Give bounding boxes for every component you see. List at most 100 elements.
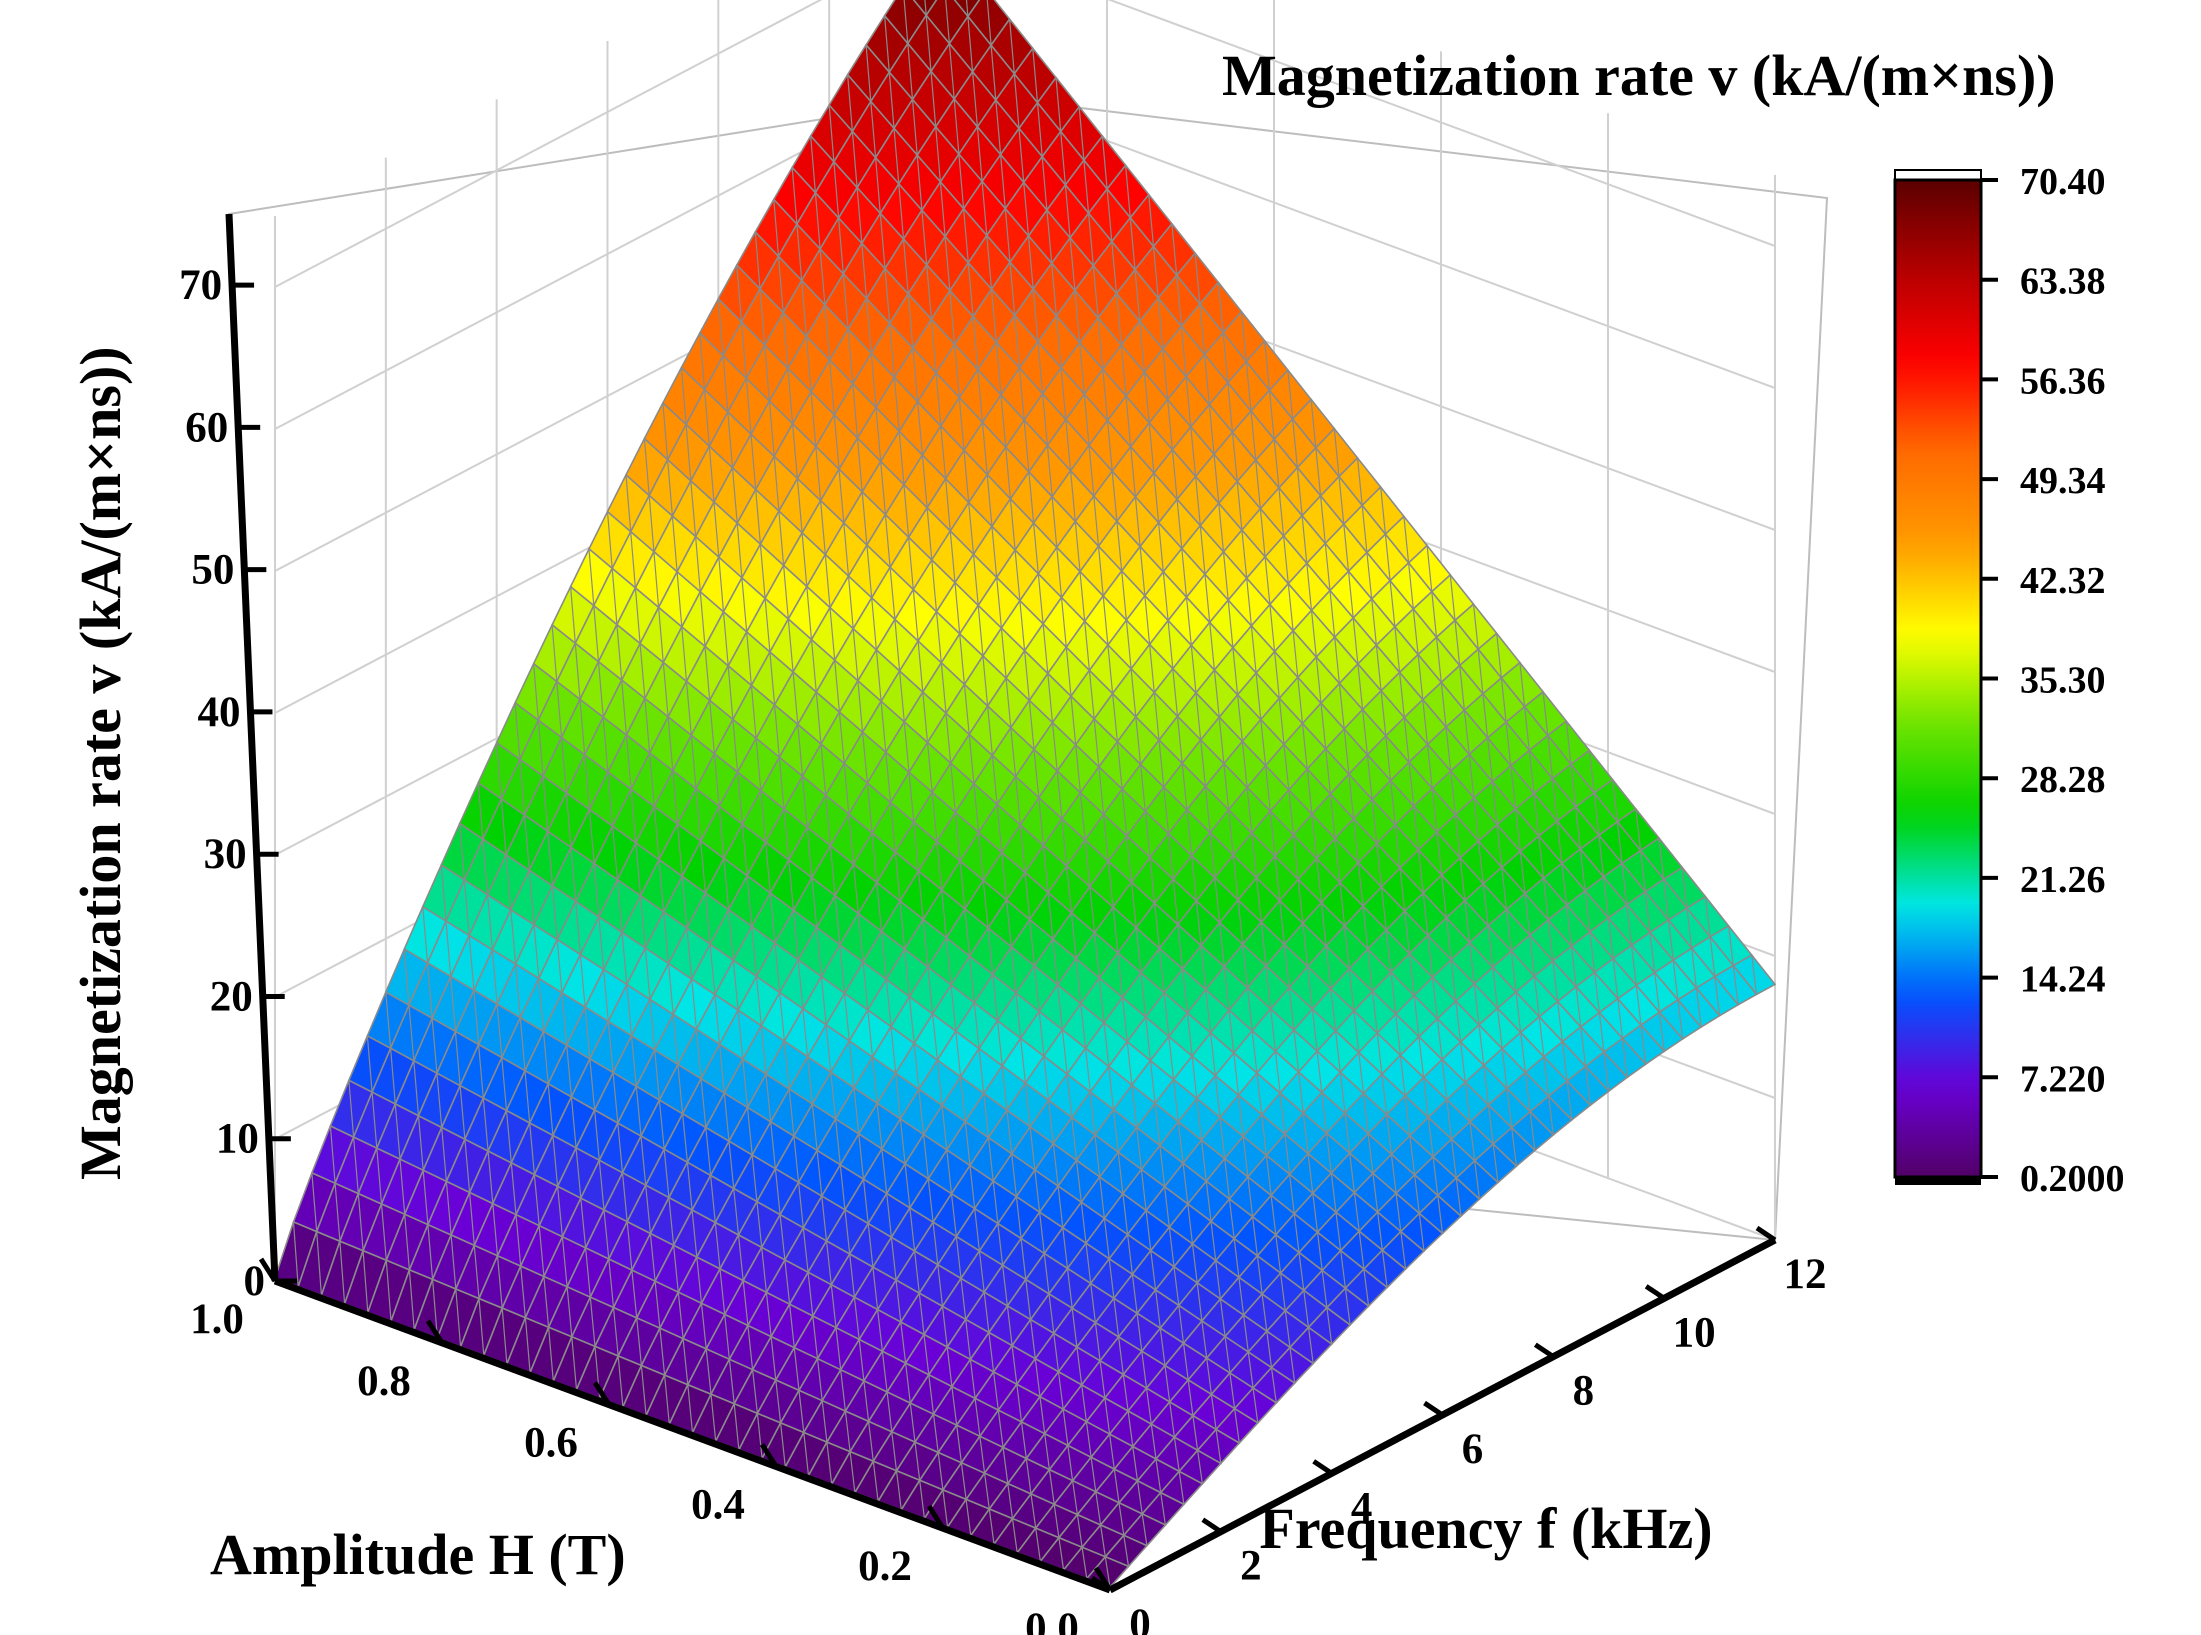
surface-cell-diagonal xyxy=(746,631,752,686)
surface-cell-diagonal xyxy=(1024,650,1030,701)
surface-cell-diagonal xyxy=(1108,1258,1115,1299)
surface-cell-diagonal xyxy=(1371,991,1378,1034)
surface-cell-diagonal xyxy=(1051,263,1057,316)
surface-cell-diagonal xyxy=(953,98,960,155)
surface-cell-diagonal xyxy=(1256,1072,1263,1115)
surface-cell-diagonal xyxy=(987,705,993,756)
surface-cell-diagonal xyxy=(909,1207,916,1252)
surface-cell-diagonal xyxy=(643,438,650,496)
surface-cell-diagonal xyxy=(1130,882,1137,928)
surface-cell-diagonal xyxy=(1115,293,1122,346)
surface-cell-diagonal xyxy=(1204,354,1210,405)
surface-cell-diagonal xyxy=(1468,754,1475,798)
surface-cell-diagonal xyxy=(1176,499,1183,549)
surface-cell-diagonal xyxy=(941,889,947,938)
surface-cell-diagonal xyxy=(1325,748,1331,794)
surface-cell-diagonal xyxy=(838,469,845,523)
surface-cell-diagonal xyxy=(816,927,822,977)
surface-cell-diagonal xyxy=(1152,246,1159,299)
surface-cell-diagonal xyxy=(575,1147,582,1199)
surface-cell-diagonal xyxy=(1131,1084,1138,1128)
surface-cell-diagonal xyxy=(1149,644,1155,693)
surface-cell-diagonal xyxy=(796,478,803,533)
surface-cell-diagonal xyxy=(1593,792,1600,836)
surface-cell-diagonal xyxy=(1259,508,1266,557)
x-tick-mark xyxy=(1423,1400,1444,1418)
surface-cell-diagonal xyxy=(1306,769,1313,815)
surface-cell-diagonal xyxy=(1474,1160,1480,1200)
axes: 0102030405060700.00.20.40.60.81.00246810… xyxy=(179,213,1827,1635)
surface-cell-diagonal xyxy=(1519,662,1526,707)
surface-cell-diagonal xyxy=(1048,1293,1055,1334)
x-tick-label: 8 xyxy=(1573,1368,1595,1415)
surface-cell-diagonal xyxy=(607,1021,614,1073)
surface-cell-diagonal xyxy=(680,367,687,425)
surface-cell-diagonal xyxy=(1032,48,1039,103)
surface-cell-diagonal xyxy=(1047,673,1054,723)
surface-cell-diagonal xyxy=(1145,1210,1152,1251)
surface-cell-diagonal xyxy=(1164,1365,1171,1402)
surface-cell-diagonal xyxy=(1067,1445,1074,1481)
surface-cell-diagonal xyxy=(1037,341,1044,394)
surface-cell-diagonal xyxy=(1265,765,1271,812)
surface-cell-diagonal xyxy=(1143,372,1150,423)
surface-cell-diagonal xyxy=(1164,1186,1170,1228)
surface-cell-diagonal xyxy=(871,597,877,650)
surface-cell-diagonal xyxy=(825,1024,832,1073)
surface-cell-diagonal xyxy=(1695,987,1702,1028)
surface-cell-diagonal xyxy=(932,1013,938,1061)
surface-cell-diagonal xyxy=(945,478,951,532)
surface-cell-diagonal xyxy=(941,1306,948,1348)
surface-cell-diagonal xyxy=(1380,487,1386,535)
surface-cell-diagonal xyxy=(1191,1243,1198,1283)
surface-cell-diagonal xyxy=(803,1432,810,1476)
surface-cell-diagonal xyxy=(1171,223,1178,276)
colorbar-tick-label: 70.40 xyxy=(2020,161,2106,203)
surface-cell-diagonal xyxy=(699,332,706,390)
surface-cell-diagonal xyxy=(1088,445,1095,497)
surface-cell-diagonal xyxy=(1196,1098,1203,1141)
surface-cell-diagonal xyxy=(835,1118,841,1165)
surface-cell-diagonal xyxy=(1134,496,1141,547)
x-tick-label: 10 xyxy=(1673,1309,1716,1356)
surface-cell-diagonal xyxy=(664,1375,670,1425)
surface-cell-diagonal xyxy=(524,1070,531,1124)
surface-cell-diagonal xyxy=(1048,1100,1054,1144)
surface-cell-diagonal xyxy=(1187,1203,1194,1244)
surface-cell-diagonal xyxy=(676,571,683,627)
surface-cell-diagonal xyxy=(1107,861,1114,908)
surface-cell-diagonal xyxy=(981,422,988,475)
surface-cell-diagonal xyxy=(1333,428,1340,477)
surface-cell-diagonal xyxy=(1399,1055,1406,1096)
surface-cell-diagonal xyxy=(603,969,609,1022)
surface-cell-diagonal xyxy=(959,860,966,909)
surface-cell-diagonal xyxy=(944,236,951,291)
surface-cell-diagonal xyxy=(824,304,831,361)
surface-cell-diagonal xyxy=(911,99,918,156)
surface-cell-diagonal xyxy=(1101,136,1108,190)
surface-cell-diagonal xyxy=(759,544,766,599)
surface-cell-diagonal xyxy=(1449,574,1456,621)
surface-cell-diagonal xyxy=(1015,992,1022,1039)
surface-cell-diagonal xyxy=(1511,1127,1517,1167)
surface-cell-diagonal xyxy=(1080,1202,1087,1244)
surface-cell-diagonal xyxy=(1315,447,1322,496)
surface-cell-diagonal xyxy=(833,161,840,219)
surface-cell-diagonal xyxy=(1353,818,1359,863)
colorbar-bar xyxy=(1893,178,1983,1179)
surface-cell-diagonal xyxy=(1728,925,1734,966)
surface-cell-diagonal xyxy=(783,1041,790,1090)
surface-cell-diagonal xyxy=(1340,1250,1346,1289)
surface-cell-diagonal xyxy=(1185,597,1192,646)
surface-cell-diagonal xyxy=(1167,620,1174,669)
surface-cell-diagonal xyxy=(765,1292,772,1337)
surface-cell-diagonal xyxy=(1060,367,1067,420)
surface-cell-diagonal xyxy=(849,1451,856,1493)
surface-cell-diagonal xyxy=(866,545,873,598)
surface-cell-diagonal xyxy=(1252,1387,1259,1423)
surface-cell-diagonal xyxy=(672,770,679,824)
surface-cell-diagonal xyxy=(1538,836,1545,879)
surface-cell-diagonal xyxy=(867,1009,874,1058)
surface-cell-diagonal xyxy=(1357,862,1364,907)
surface-cell-diagonal xyxy=(658,607,664,663)
